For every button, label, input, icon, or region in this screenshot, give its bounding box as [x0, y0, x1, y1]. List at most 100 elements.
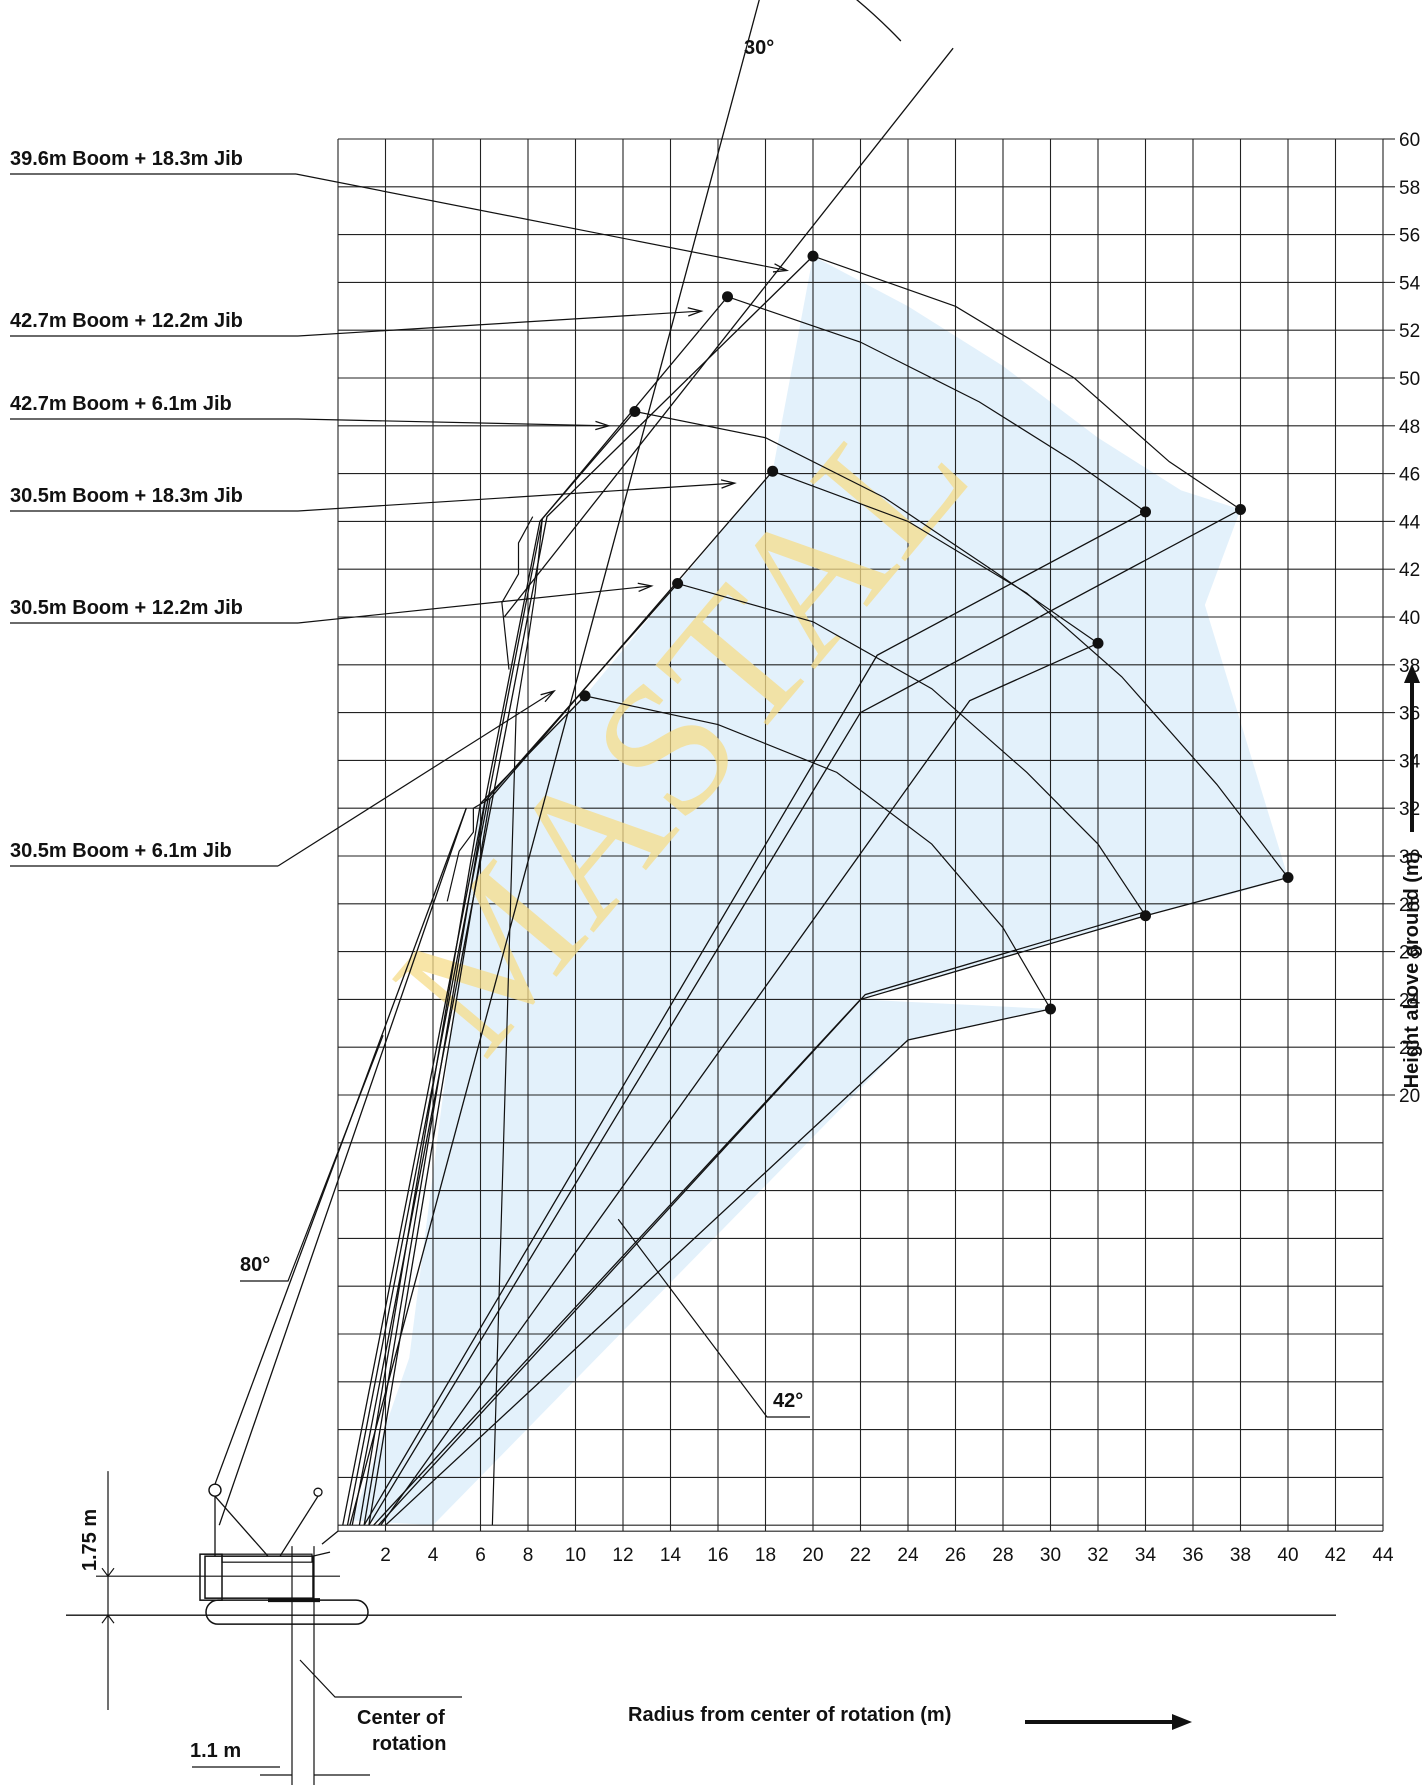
boom-mid-a	[363, 511, 1146, 1526]
config-leader	[297, 310, 702, 337]
working-envelope-area	[352, 256, 1288, 1526]
data-point	[629, 405, 641, 417]
data-point	[672, 578, 684, 590]
reach-arc-4	[772, 470, 1289, 878]
config-arrowhead	[720, 479, 737, 489]
x-tick-label: 32	[1087, 1545, 1108, 1566]
boom-80-long-a	[342, 411, 636, 1526]
x-tick-label: 42	[1325, 1545, 1346, 1566]
foot-height-label: 1.75 m	[79, 1509, 101, 1571]
y-tick-label: 54	[1399, 273, 1421, 294]
boom-80-outer	[218, 807, 467, 1526]
mast-tie	[214, 1495, 269, 1557]
reach-arc-6	[584, 695, 1052, 1010]
x-tick-label: 40	[1277, 1545, 1298, 1566]
config-leader	[297, 585, 652, 624]
boom-head-b	[501, 516, 534, 670]
axis-ticks: 2 4 6 8 10 12 14 16 18 20 22 24 26 28 30 32 34 36 38 40 42 44…	[380, 130, 1420, 1566]
config-leader	[297, 482, 735, 512]
config-label: 30.5m Boom + 12.2m Jib	[10, 597, 243, 619]
data-point	[807, 250, 819, 262]
y-axis-arrow-head	[1404, 664, 1420, 683]
labels: 39.6m Boom + 18.3m Jib 42.7m Boom + 12.2m…	[10, 37, 1423, 1762]
x-tick-label: 38	[1230, 1545, 1251, 1566]
boom-80-long-c	[351, 255, 814, 1526]
y-axis-title: Height above ground (m)	[1401, 852, 1423, 1089]
x-tick-label: 10	[565, 1545, 586, 1566]
config-leader	[295, 173, 787, 272]
x-tick-label: 44	[1372, 1545, 1394, 1566]
data-point	[1235, 503, 1246, 515]
x-tick-label: 24	[897, 1545, 919, 1566]
data-points	[579, 250, 1294, 1015]
x-tick-label: 20	[802, 1545, 823, 1566]
y-tick-label: 58	[1399, 178, 1420, 199]
x-tick-label: 2	[380, 1545, 391, 1566]
reach-arc-5	[677, 582, 1147, 917]
rotation-leader	[299, 1659, 462, 1698]
config-label: 39.6m Boom + 18.3m Jib	[10, 148, 243, 170]
x-tick-label: 28	[992, 1545, 1013, 1566]
y-tick-label: 36	[1399, 704, 1420, 725]
config-label: 30.5m Boom + 18.3m Jib	[10, 485, 243, 507]
data-point	[1092, 637, 1104, 649]
x-tick-label: 18	[755, 1545, 776, 1566]
x-tick-label: 16	[707, 1545, 728, 1566]
config-arrowhead	[637, 582, 654, 593]
x-tick-label: 30	[1040, 1545, 1061, 1566]
x-tick-label: 6	[475, 1545, 486, 1566]
x-tick-label: 8	[523, 1545, 534, 1566]
crane-body	[204, 1555, 314, 1599]
boom-head-c	[446, 798, 491, 902]
x-tick-label: 34	[1135, 1545, 1157, 1566]
reach-arc-1	[812, 255, 1241, 510]
config-arrowhead	[772, 263, 790, 273]
boom-mid-b	[368, 508, 1241, 1526]
dim-arrow-bottom	[101, 1614, 115, 1624]
boom-42-b	[377, 910, 1149, 1526]
data-point	[1045, 1003, 1056, 1015]
boom-mid-c	[380, 642, 1099, 1526]
y-tick-label: 60	[1399, 130, 1420, 151]
rotation-label-2: rotation	[372, 1733, 446, 1755]
angle-arc-30	[855, 0, 902, 42]
jib-42-ext	[1145, 876, 1289, 917]
crane-counterweight	[199, 1553, 223, 1601]
y-tick-label: 26	[1399, 943, 1420, 964]
angle-42-leader	[617, 1218, 810, 1418]
y-tick-label: 44	[1399, 512, 1421, 533]
x-tick-label: 36	[1182, 1545, 1203, 1566]
angle-30-label: 30°	[744, 37, 774, 59]
crane-base	[66, 807, 1336, 1785]
y-tick-label: 20	[1399, 1086, 1420, 1107]
y-tick-label: 42	[1399, 560, 1420, 581]
boom-jib-lines	[218, 0, 1289, 1526]
crane-boom-foot	[321, 1530, 339, 1545]
x-tick-label: 22	[850, 1545, 871, 1566]
rotation-label-1: Center of	[357, 1707, 445, 1729]
grid	[337, 138, 1395, 1532]
config-label: 42.7m Boom + 6.1m Jib	[10, 393, 232, 415]
config-leader	[297, 418, 609, 427]
y-tick-label: 56	[1399, 226, 1420, 247]
reach-arc-2	[727, 296, 1146, 513]
angle-80-label: 80°	[240, 1254, 270, 1276]
envelope-shape	[352, 256, 1288, 1526]
y-tick-label: 52	[1399, 321, 1420, 342]
config-arrowhead	[595, 420, 611, 431]
tail-offset-label: 1.1 m	[190, 1740, 241, 1762]
mast-sheave-b	[313, 1487, 323, 1497]
y-tick-label: 48	[1399, 417, 1420, 438]
mast-tie-b	[279, 1495, 319, 1557]
data-point	[579, 690, 591, 702]
x-tick-label: 4	[428, 1545, 439, 1566]
y-tick-label: 24	[1399, 990, 1421, 1011]
config-leader	[277, 690, 555, 867]
y-tick-label: 34	[1399, 751, 1421, 772]
boom-42-c	[385, 1008, 1051, 1526]
x-axis-title: Radius from center of rotation (m)	[628, 1704, 951, 1726]
config-label: 42.7m Boom + 12.2m Jib	[10, 310, 243, 332]
data-point	[1282, 872, 1294, 884]
jib-30-deg-reference	[503, 47, 954, 618]
